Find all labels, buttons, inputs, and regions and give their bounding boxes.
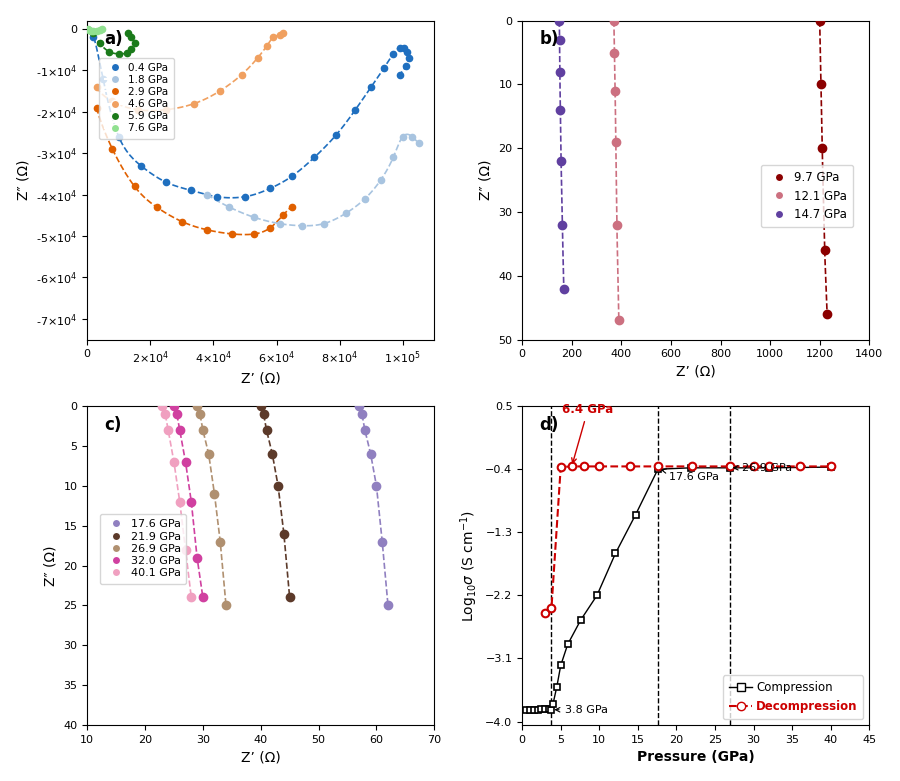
Text: 17.6 GPa: 17.6 GPa — [662, 469, 719, 482]
Y-axis label: Z″ (Ω): Z″ (Ω) — [44, 545, 58, 586]
X-axis label: Z’ (Ω): Z’ (Ω) — [241, 751, 281, 765]
X-axis label: Z’ (Ω): Z’ (Ω) — [676, 365, 716, 379]
Y-axis label: Z″ (Ω): Z″ (Ω) — [479, 160, 492, 201]
Text: 3.8 GPa: 3.8 GPa — [555, 705, 608, 715]
Legend: 9.7 GPa, 12.1 GPa, 14.7 GPa: 9.7 GPa, 12.1 GPa, 14.7 GPa — [761, 165, 853, 227]
Text: d): d) — [539, 415, 559, 433]
Text: c): c) — [104, 415, 122, 433]
X-axis label: Pressure (GPa): Pressure (GPa) — [637, 751, 754, 765]
X-axis label: Z’ (Ω): Z’ (Ω) — [241, 372, 281, 386]
Legend: 17.6 GPa, 21.9 GPa, 26.9 GPa, 32.0 GPa, 40.1 GPa: 17.6 GPa, 21.9 GPa, 26.9 GPa, 32.0 GPa, … — [100, 514, 186, 583]
Text: b): b) — [539, 30, 559, 48]
Y-axis label: Z″ (Ω): Z″ (Ω) — [17, 160, 31, 201]
Legend: Compression, Decompression: Compression, Decompression — [723, 676, 863, 719]
Text: a): a) — [104, 30, 123, 48]
Y-axis label: Log$_{10}$$\sigma$ (S cm$^{-1}$): Log$_{10}$$\sigma$ (S cm$^{-1}$) — [458, 510, 480, 622]
Text: 26.9 GPa: 26.9 GPa — [734, 462, 792, 473]
Legend: 0.4 GPa, 1.8 GPa, 2.9 GPa, 4.6 GPa, 5.9 GPa, 7.6 GPa: 0.4 GPa, 1.8 GPa, 2.9 GPa, 4.6 GPa, 5.9 … — [99, 58, 174, 138]
Text: 6.4 GPa: 6.4 GPa — [562, 403, 614, 463]
